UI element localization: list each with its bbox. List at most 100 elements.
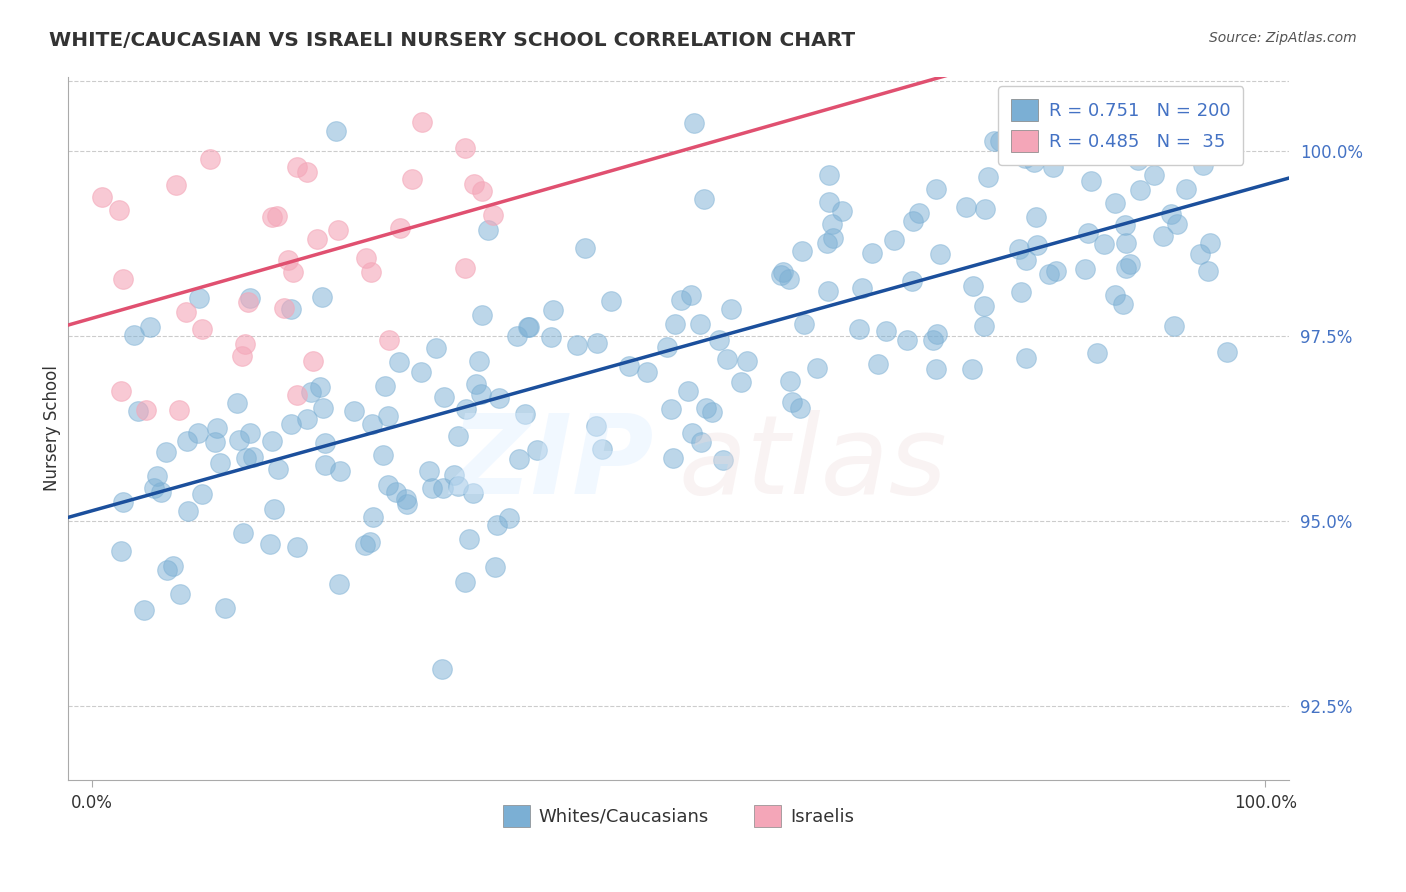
Point xyxy=(789,401,811,415)
Point xyxy=(395,497,418,511)
Point xyxy=(314,458,336,472)
Point xyxy=(266,209,288,223)
Point xyxy=(477,222,499,236)
Point xyxy=(831,203,853,218)
Point xyxy=(236,295,259,310)
Point xyxy=(498,511,520,525)
Point xyxy=(1112,297,1135,311)
Point xyxy=(1015,253,1038,268)
Point xyxy=(233,336,256,351)
Point xyxy=(311,290,333,304)
Point xyxy=(922,334,945,348)
Point xyxy=(955,200,977,214)
Point xyxy=(456,401,478,416)
Point xyxy=(1197,107,1219,121)
Point xyxy=(239,426,262,441)
Point xyxy=(239,291,262,305)
Point xyxy=(1115,236,1137,251)
Point xyxy=(385,485,408,500)
Legend: Whites/Caucasians, Israelis: Whites/Caucasians, Israelis xyxy=(495,797,862,834)
Point xyxy=(772,265,794,279)
Point xyxy=(273,301,295,315)
Point xyxy=(127,404,149,418)
Point xyxy=(409,366,432,380)
Point xyxy=(823,231,845,245)
Point xyxy=(285,540,308,554)
Point xyxy=(671,293,693,307)
Point xyxy=(305,232,328,246)
Point xyxy=(314,436,336,450)
Point xyxy=(145,469,167,483)
Point xyxy=(516,320,538,334)
Point xyxy=(377,333,399,347)
Point xyxy=(1163,319,1185,334)
Point xyxy=(488,391,510,405)
Point xyxy=(484,560,506,574)
Point xyxy=(285,388,308,402)
Point xyxy=(447,429,470,443)
Point xyxy=(111,495,134,509)
Point xyxy=(447,479,470,493)
Point xyxy=(176,434,198,448)
Y-axis label: Nursery School: Nursery School xyxy=(44,366,60,491)
Point xyxy=(142,481,165,495)
Point xyxy=(232,526,254,541)
Point xyxy=(425,341,447,355)
Point xyxy=(793,317,815,331)
Text: Source: ZipAtlas.com: Source: ZipAtlas.com xyxy=(1209,31,1357,45)
Point xyxy=(513,407,536,421)
Point xyxy=(356,251,378,265)
Point xyxy=(432,481,454,495)
Point xyxy=(418,464,440,478)
Point xyxy=(988,134,1011,148)
Point xyxy=(585,419,607,434)
Point xyxy=(695,401,717,415)
Point xyxy=(817,236,839,251)
Point xyxy=(228,433,250,447)
Point xyxy=(267,462,290,476)
Point xyxy=(110,384,132,399)
Point xyxy=(1173,143,1195,157)
Point xyxy=(1045,264,1067,278)
Point xyxy=(700,405,723,419)
Point xyxy=(301,354,323,368)
Point xyxy=(1085,345,1108,359)
Point xyxy=(329,465,352,479)
Point xyxy=(1175,182,1198,196)
Point xyxy=(187,426,209,441)
Point xyxy=(482,208,505,222)
Point xyxy=(973,299,995,313)
Point xyxy=(983,134,1005,148)
Point xyxy=(359,534,381,549)
Point xyxy=(471,308,494,322)
Point xyxy=(468,354,491,368)
Point xyxy=(169,587,191,601)
Point xyxy=(817,284,839,298)
Point xyxy=(1022,154,1045,169)
Point xyxy=(790,244,813,258)
Point xyxy=(354,538,377,552)
Point xyxy=(1143,168,1166,182)
Point xyxy=(1025,210,1047,224)
Point xyxy=(1118,257,1140,271)
Point xyxy=(1166,217,1188,231)
Point xyxy=(1080,174,1102,188)
Point xyxy=(1216,345,1239,359)
Point xyxy=(860,245,883,260)
Point xyxy=(1128,153,1150,168)
Point xyxy=(1126,111,1149,125)
Point xyxy=(1215,107,1237,121)
Point xyxy=(301,384,323,399)
Point xyxy=(693,193,716,207)
Point xyxy=(962,279,984,293)
Point xyxy=(1146,129,1168,144)
Point xyxy=(156,563,179,577)
Point xyxy=(458,532,481,546)
Point xyxy=(149,485,172,500)
Point xyxy=(465,376,488,391)
Point xyxy=(208,456,231,470)
Point xyxy=(661,402,683,417)
Point xyxy=(707,333,730,347)
Point xyxy=(295,412,318,426)
Point xyxy=(360,417,382,431)
